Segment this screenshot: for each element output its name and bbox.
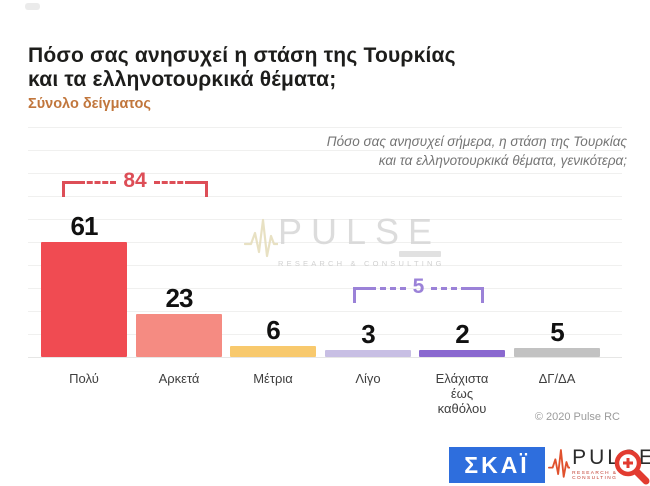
group-total-label: 5 — [412, 275, 425, 298]
screenshot-artifact — [25, 3, 40, 10]
bracket-dash — [431, 287, 467, 290]
axis-baseline — [28, 357, 622, 358]
bar-dgda: 5 — [510, 198, 604, 357]
bracket-corner-left — [353, 287, 370, 303]
watermark-tagline: RESEARCH & CONSULTING — [278, 259, 445, 268]
bracket-dash — [153, 181, 192, 184]
group-total-label: 84 — [123, 169, 147, 192]
gridline — [28, 219, 622, 220]
bar-arketa: 23 — [132, 198, 226, 357]
bar-rect-arketa — [136, 314, 222, 357]
question-annotation: Πόσο σας ανησυχεί σήμερα, η στάση της Το… — [326, 134, 627, 168]
sample-subtitle: Σύνολο δείγματος — [28, 96, 151, 112]
bar-rect-ligo — [325, 350, 411, 357]
x-label-metria: Μέτρια — [253, 371, 293, 386]
x-label-poly: Πολύ — [69, 371, 99, 386]
bar-value-label: 5 — [550, 317, 565, 347]
gridline — [28, 288, 622, 289]
magnifier-plus-icon — [614, 449, 650, 485]
skai-logo-text: ΣΚΑΪ — [464, 451, 530, 478]
pulse-waveform-watermark-icon — [244, 218, 278, 258]
pulse-waveform-logo-icon — [548, 449, 571, 478]
bracket-corner-right — [191, 181, 209, 197]
page-title: Πόσο σας ανησυχεί η στάση της Τουρκίας κ… — [28, 44, 456, 91]
bar-value-label: 2 — [455, 319, 470, 349]
bracket-dash — [370, 287, 406, 290]
gridline — [28, 173, 622, 174]
gridline — [28, 242, 622, 243]
bar-poly: 61 — [37, 198, 131, 357]
pulse-watermark: PULSE RESEARCH & CONSULTING — [244, 214, 445, 268]
bar-value-label: 6 — [266, 315, 281, 345]
gridline — [28, 334, 622, 335]
gridline — [28, 127, 622, 128]
bar-value-label: 23 — [165, 283, 194, 313]
bar-elaxista: 2 — [415, 198, 509, 357]
group-bracket-84: 84 — [62, 170, 209, 197]
bar-rect-elaxista — [419, 350, 505, 357]
bar-rect-poly — [41, 242, 127, 357]
watermark-brand-text: PULSE — [278, 211, 442, 252]
x-label-dgda: ΔΓ/ΔΑ — [538, 371, 576, 386]
copyright-text: © 2020 Pulse RC — [534, 411, 620, 423]
bracket-dash — [79, 181, 117, 184]
x-label-elaxista: Ελάχιστα έως καθόλου — [435, 371, 489, 416]
bar-value-label: 3 — [361, 319, 376, 349]
skai-logo: ΣΚΑΪ — [449, 447, 545, 483]
gridline — [28, 265, 622, 266]
bar-rect-metria — [230, 346, 316, 357]
bar-rect-dgda — [514, 348, 600, 357]
watermark-smudge — [398, 251, 441, 257]
pulse-logo-tagline: RESEARCH & CONSULTING — [572, 471, 618, 481]
group-bracket-5: 5 — [353, 276, 484, 303]
gridline — [28, 311, 622, 312]
bracket-corner-left — [62, 181, 79, 197]
zoom-in-button[interactable] — [609, 449, 650, 486]
bar-metria: 6 — [226, 198, 320, 357]
gridline — [28, 196, 622, 197]
gridline — [28, 150, 622, 151]
bracket-corner-right — [467, 287, 484, 303]
bar-ligo: 3 — [321, 198, 415, 357]
x-label-arketa: Αρκετά — [158, 371, 200, 386]
x-label-ligo: Λίγο — [355, 371, 381, 386]
bar-value-label: 61 — [70, 211, 99, 241]
